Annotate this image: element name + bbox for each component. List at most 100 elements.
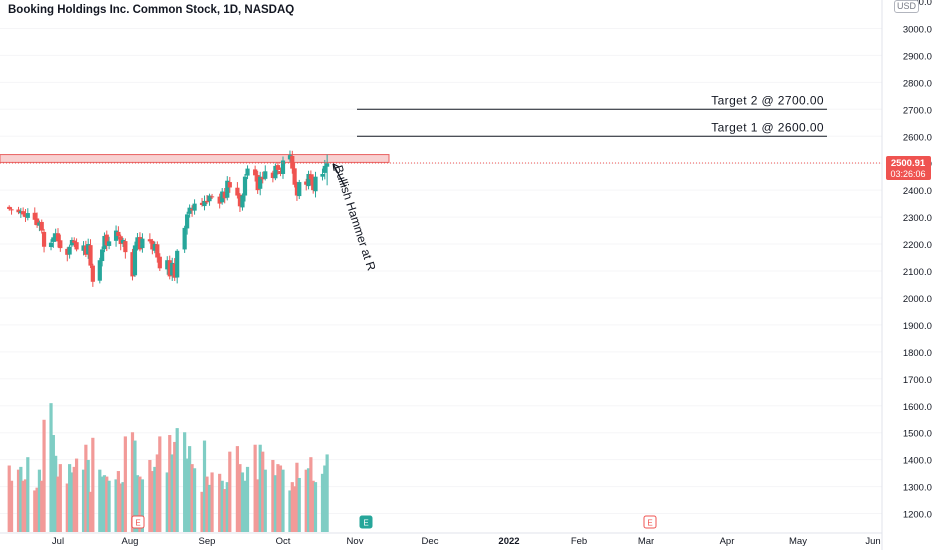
earnings-marker[interactable] [359,515,373,529]
candle-body [172,263,177,278]
candle-body [204,200,210,203]
volume-bar [218,473,222,532]
target-1-label: Target 1 @ 2600.00 [711,120,824,134]
time-tick-label: May [789,536,807,547]
time-tick-label: Jun [865,536,880,547]
volume-bar [155,454,159,532]
candle-body [325,163,330,167]
volume-bar [105,476,109,532]
volume-bar [288,490,292,532]
candle-body [123,241,128,253]
volume-bar [148,459,152,532]
candle-body [242,176,248,196]
candle-body [185,214,190,229]
candle-body [245,168,250,176]
time-tick-label: Feb [571,536,587,547]
volume-bar [58,464,62,532]
volume-bar [74,458,79,532]
earnings-marker-label: E [135,519,140,528]
price-tick-label: 2600.00 [903,132,932,143]
volume-bar [51,435,55,532]
volume-bar [168,435,172,532]
candle-body [41,231,47,247]
time-tick-label: Jul [52,536,64,547]
candle-body [273,165,278,179]
price-tick-label: 2100.00 [903,267,932,278]
price-tag[interactable] [886,155,931,180]
volume-bar [153,466,157,532]
candle-body [187,207,192,214]
candle-body [7,206,12,210]
volume-bar [253,444,257,532]
time-axis[interactable]: Jul Aug Sep Oct Nov Dec 2022 Feb Mar Apr May Jun [52,536,881,547]
volume-bar [19,466,23,532]
volume-bar [158,436,162,532]
earnings-marker[interactable] [131,515,145,529]
volume-bar [238,464,242,532]
candle-body [278,171,283,174]
candle-body [34,218,40,226]
volume-bar [205,476,209,532]
volume-bar [100,476,104,532]
candle-body [51,237,56,242]
candle-body [32,212,37,220]
time-tick-label: Aug [122,536,139,547]
volume-bar [293,486,297,532]
volume-bar [107,480,111,532]
volume-bar [295,462,299,532]
candle-body [207,195,212,202]
volume-bar [200,491,204,532]
hammer-note[interactable]: Bullish Hammer at R [331,163,378,272]
candle-body [69,240,75,246]
candle-body [222,192,227,199]
price-tick-label: 1200.00 [903,510,932,521]
candles [7,150,330,287]
candle-body [83,245,88,255]
candle-body [227,182,232,188]
candle-body [100,249,105,262]
time-tick-label: 2022 [498,536,519,547]
volume-bar [26,457,30,532]
candle-body [275,165,281,170]
volume-bar [42,419,46,532]
volume-bar [91,437,95,532]
candle-body [280,160,286,174]
volume-bar [225,482,229,532]
candle-body [67,246,72,255]
candle-body [263,171,268,179]
candle-body [113,230,119,241]
volume-bar [84,444,88,532]
price-tick-label: 2800.00 [903,78,932,89]
candle-body [322,165,327,173]
resistance-zone[interactable] [0,154,390,163]
volume-bar [311,480,315,532]
target-lines[interactable]: Target 1 @ 2600.00 Target 2 @ 2700.00 [357,93,827,137]
price-tick-label: 2700.00 [903,105,932,116]
volume-bar [202,440,207,532]
candle-body [192,203,197,211]
volume-bar [16,469,21,532]
time-tick-label: Dec [422,536,439,547]
candle-body [225,180,230,198]
candle-body [202,200,207,207]
currency-button[interactable]: USD [894,0,920,13]
price-tick-label: 2300.00 [903,213,932,224]
time-tick-label: Sep [199,536,216,547]
candle-body [120,240,126,244]
price-tag-countdown: 03:26:06 [890,169,925,179]
candle-body [72,240,77,243]
resistance-zone-box[interactable] [0,154,390,163]
candle-body [220,191,225,203]
volume-bar [170,454,174,532]
volume-bar [210,472,214,532]
volume-bar [150,471,154,532]
volume-bar [56,476,60,532]
earnings-marker[interactable] [643,515,657,529]
volume-bar [175,428,179,532]
volume-bar [54,455,58,532]
volume-bar [188,446,192,532]
price-axis[interactable]: 3000.00 2900.00 2800.00 2700.00 2600.00 2500.… [886,0,932,521]
